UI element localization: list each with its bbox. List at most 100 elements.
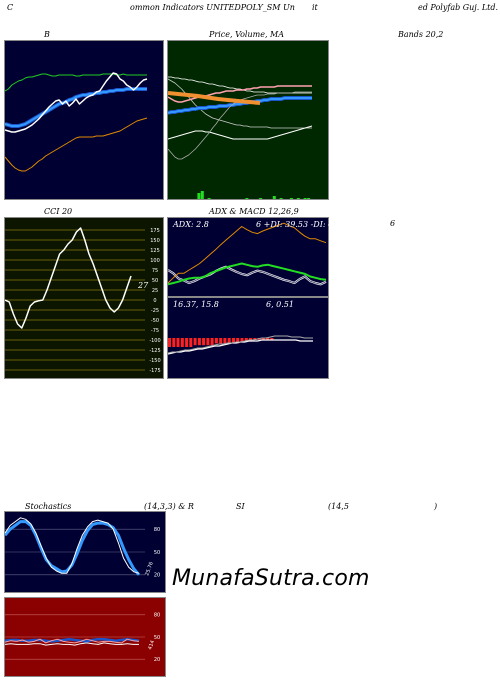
- rsi-line-blue: [5, 637, 140, 643]
- macd-histogram-bar: [227, 338, 231, 344]
- volume-bar: [303, 198, 307, 199]
- macd-histogram-bar: [236, 338, 240, 344]
- label-stoch-params: (14,3,3) & R: [144, 502, 194, 511]
- rsi-chart: 80 50 20 414: [5, 613, 160, 663]
- macd-histogram-bar: [185, 338, 189, 347]
- volume-bar: [200, 191, 204, 199]
- label-stochastics: Stochastics: [25, 502, 72, 511]
- ma-line-pink: [168, 85, 312, 103]
- macd-histogram-bar: [261, 338, 265, 340]
- macd-histogram-bar: [232, 338, 235, 344]
- adx-line: [168, 266, 327, 285]
- macd-signal-line: [168, 335, 313, 354]
- cci-tick-label: 75: [152, 268, 158, 274]
- macd-chart: [168, 335, 313, 355]
- stochastics-panel: 80 50 20 25.76: [4, 511, 166, 593]
- macd-histogram-bar: [197, 338, 201, 346]
- header-title-right: ed Polyfab Guj. Ltd.: [418, 3, 499, 12]
- cci-tick-label: -100: [149, 338, 160, 344]
- cci-tick-label: 175: [150, 228, 160, 234]
- stoch-k-line: [5, 520, 141, 576]
- dmi-stat-tail: 6: [390, 219, 396, 228]
- volume-bar: [207, 198, 211, 199]
- bollinger-price-line: [5, 72, 148, 133]
- rsi-value-label: 414: [147, 640, 156, 651]
- macd-stat-2: 6, 0.51: [266, 300, 294, 309]
- volume-bar: [279, 198, 283, 199]
- cci-tick-label: 50: [152, 278, 158, 284]
- rsi-tick-label: 50: [154, 635, 160, 641]
- macd-panel: 16.37, 15.8 6, 0.51: [167, 297, 329, 379]
- label-price-volume-ma: Price, Volume, MA: [209, 30, 285, 39]
- label-bands: Bands 20,2: [398, 30, 444, 39]
- macd-stat: 16.37, 15.8: [173, 300, 219, 309]
- macd-histogram-bar: [206, 338, 210, 346]
- macd-histogram-bar: [219, 338, 223, 344]
- cci-tick-label: -25: [151, 308, 159, 314]
- macd-histogram-bar: [168, 338, 171, 347]
- cci-tick-label: 100: [150, 258, 160, 264]
- macd-histogram-bar: [223, 338, 227, 344]
- macd-histogram-bar: [189, 338, 193, 347]
- volume-bar: [289, 198, 293, 199]
- macd-histogram-bar: [172, 338, 176, 347]
- stoch-tick-label: 50: [154, 550, 160, 556]
- label-rsi-params: (14,5: [328, 502, 349, 511]
- volume-bar: [259, 198, 263, 199]
- stoch-tick-label: 20: [154, 573, 160, 579]
- ma-line-price: [168, 125, 313, 140]
- macd-histogram-bar: [270, 338, 274, 340]
- macd-histogram-bar: [244, 338, 248, 342]
- rsi-line-pink: [5, 638, 140, 644]
- volume-bar: [307, 198, 311, 199]
- ma-line-orange: [168, 91, 261, 105]
- plus-di-line: [168, 262, 327, 286]
- stoch-value-label: 25.76: [144, 561, 155, 577]
- label-si: SI: [236, 502, 245, 511]
- volume-bar: [272, 196, 276, 199]
- cci-value-label: 27: [137, 281, 149, 290]
- price-ma-panel: [167, 40, 329, 200]
- cci-tick-label: -50: [151, 318, 159, 324]
- cci-line: [5, 227, 132, 329]
- adx-panel: ADX: 2.8 6 +DI: 39.53 -DI: 41.8: [167, 217, 346, 297]
- volume-bar: [197, 193, 201, 199]
- cci-tick-label: -175: [149, 368, 160, 374]
- cci-tick-label: 25: [152, 288, 158, 294]
- cci-tick-label: -150: [149, 358, 160, 364]
- bollinger-middle-line-shadow: [5, 87, 147, 128]
- volume-bar: [296, 198, 300, 199]
- header-title: ommon Indicators UNITEDPOLY_SM Un: [130, 3, 295, 12]
- macd-histogram-bar: [202, 338, 206, 346]
- label-b: B: [44, 30, 50, 39]
- rsi-tick-label: 80: [154, 613, 160, 619]
- minus-di-line: [168, 222, 327, 284]
- cci-tick-label: -75: [151, 328, 159, 334]
- ma-line-blue: [168, 97, 312, 114]
- label-cci: CCI 20: [44, 207, 73, 216]
- brand-watermark: MunafaSutra.com: [172, 566, 370, 591]
- rsi-line-white: [5, 642, 139, 646]
- cci-tick-label: 0: [153, 298, 156, 304]
- rsi-panel: 80 50 20 414: [4, 597, 166, 677]
- bollinger-lower-line: [5, 117, 148, 172]
- macd-histogram-bar: [266, 338, 270, 340]
- price-ma-chart: [168, 76, 313, 199]
- adx-chart: [168, 222, 327, 286]
- bollinger-upper-line: [5, 73, 147, 92]
- dmi-stat: 6 +DI: 39.53 -DI: 41.8: [256, 220, 346, 229]
- bollinger-middle-line: [5, 88, 147, 127]
- macd-histogram-bar: [253, 338, 257, 340]
- volume-bar: [245, 198, 249, 199]
- macd-histogram-bar: [193, 338, 197, 346]
- header-c: C: [7, 3, 14, 12]
- cci-panel: 175 150 125 100 75 50 25 0 -25 -50 -75 -100 -125 -150…: [4, 217, 164, 379]
- macd-histogram-bar: [240, 338, 244, 342]
- adx-stat: ADX: 2.8: [173, 220, 209, 229]
- cci-tick-label: -125: [149, 348, 160, 354]
- macd-histogram-bar: [176, 338, 180, 347]
- cci-chart: 175 150 125 100 75 50 25 0 -25 -50 -75 -100 -125 -150…: [5, 227, 161, 374]
- bollinger-chart: [5, 72, 148, 172]
- label-rsi-close: ): [434, 502, 438, 511]
